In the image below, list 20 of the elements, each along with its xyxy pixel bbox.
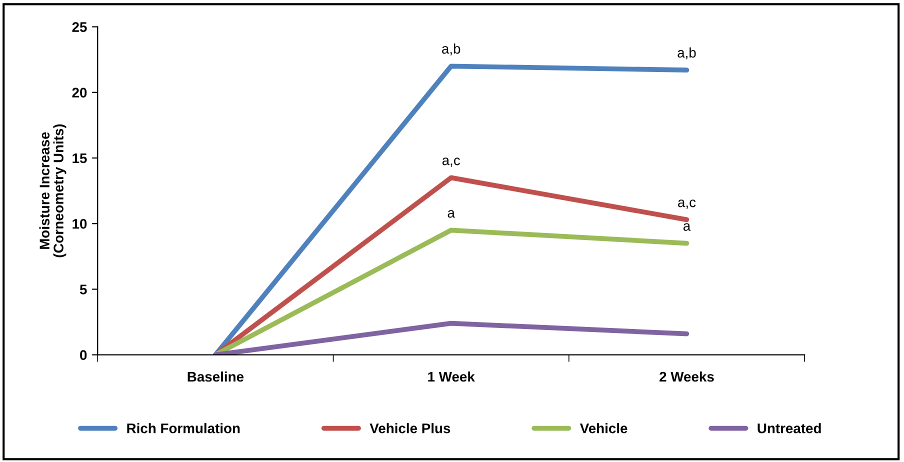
y-tick-label: 5 bbox=[80, 284, 87, 294]
annotation: a bbox=[448, 210, 455, 218]
x-tick-label: 1 Week bbox=[428, 371, 475, 382]
annotation: a,b bbox=[442, 43, 460, 56]
legend-label: Rich Formulation bbox=[127, 423, 240, 434]
y-tick-label: 25 bbox=[72, 22, 87, 32]
annotation: a,c bbox=[442, 158, 460, 167]
x-tick-label: 2 Weeks bbox=[660, 371, 714, 382]
x-tick-label: Baseline bbox=[188, 371, 244, 382]
annotation: a bbox=[683, 223, 691, 231]
annotation: a,b bbox=[678, 47, 696, 60]
y-tick-label: 10 bbox=[72, 218, 87, 229]
legend-label: Vehicle Plus bbox=[370, 423, 450, 434]
legend-label: Vehicle bbox=[580, 423, 628, 434]
y-axis-title: Moisture Increase (Corneometry Units) bbox=[39, 124, 66, 258]
legend-label: Untreated bbox=[758, 423, 821, 434]
y-tick-label: 20 bbox=[72, 88, 87, 98]
annotation: a,c bbox=[678, 200, 696, 209]
y-tick-label: 0 bbox=[80, 350, 87, 360]
y-tick-label: 15 bbox=[72, 153, 87, 164]
